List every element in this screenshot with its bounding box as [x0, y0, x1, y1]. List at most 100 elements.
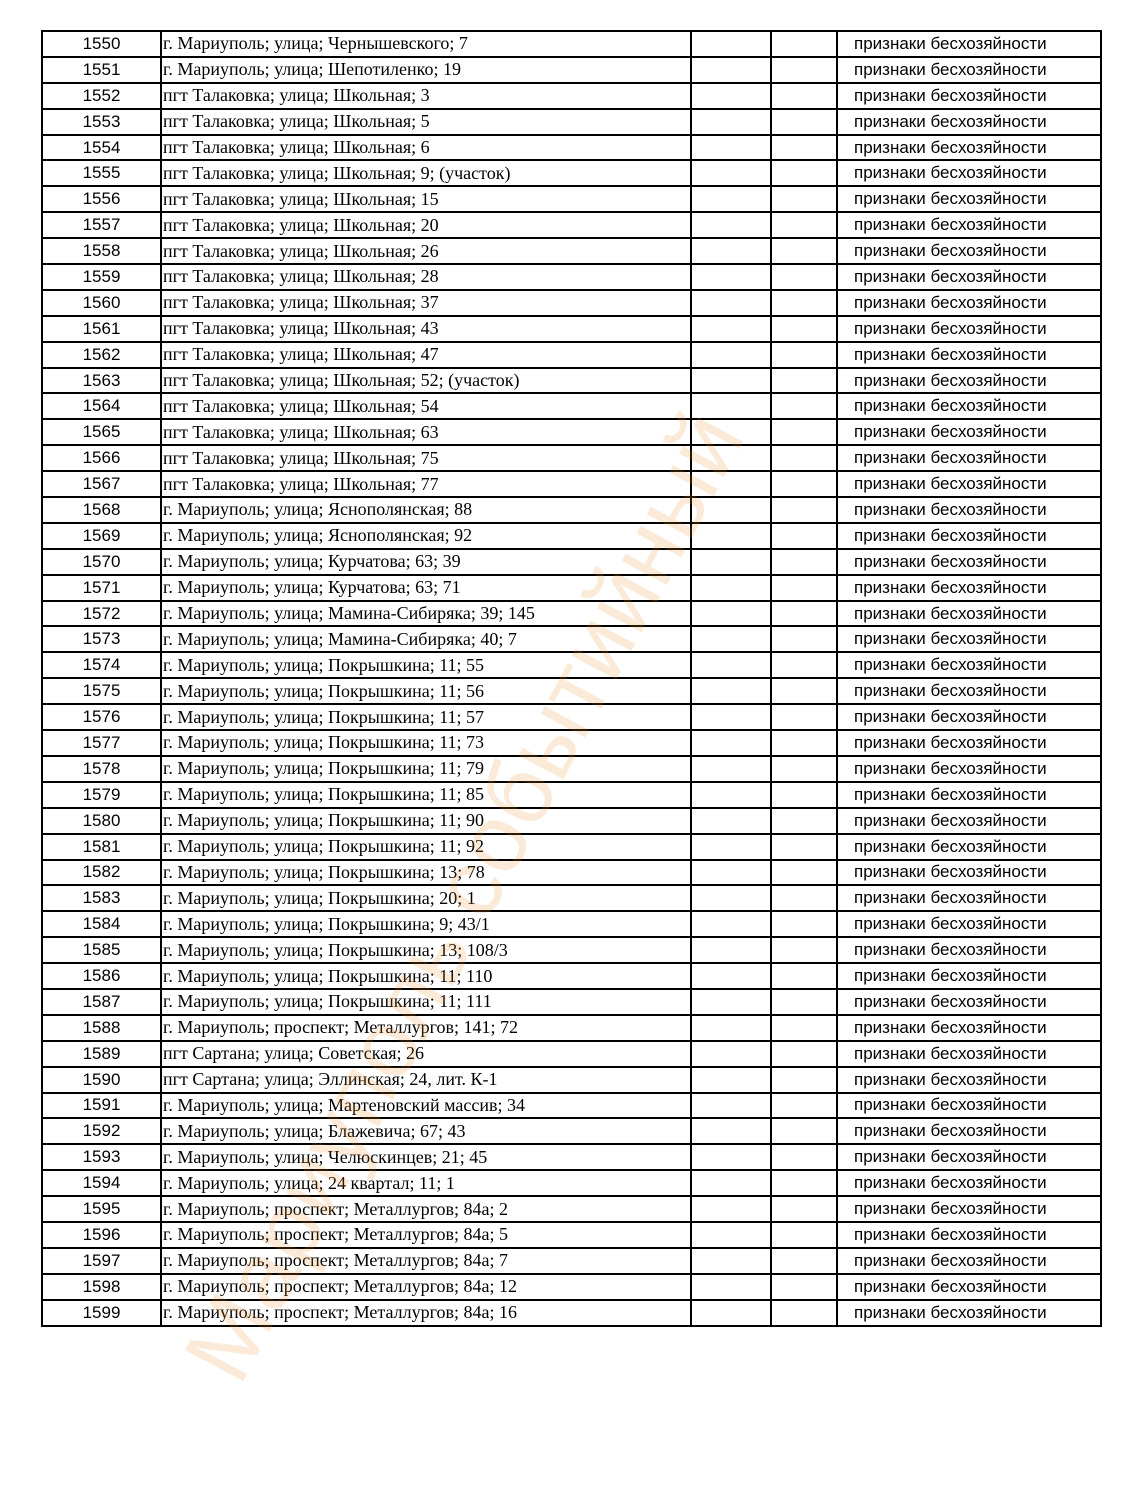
row-status: признаки бесхозяйности [836, 936, 1102, 965]
row-status: признаки бесхозяйности [836, 910, 1102, 939]
row-number: 1564 [41, 392, 162, 421]
row-address: пгт Талаковка; улица; Школьная; 15 [160, 185, 692, 214]
row-status: признаки бесхозяйности [836, 1013, 1102, 1042]
empty-cell [690, 237, 772, 266]
empty-cell [690, 1143, 772, 1172]
row-number: 1578 [41, 754, 162, 783]
row-address: г. Мариуполь; улица; Чернышевского; 7 [160, 30, 692, 58]
row-status: признаки бесхозяйности [836, 30, 1102, 58]
row-number: 1563 [41, 366, 162, 395]
table-row: 1566 пгт Талаковка; улица; Школьная; 75 пр… [41, 444, 1102, 473]
row-status: признаки бесхозяйности [836, 625, 1102, 654]
empty-cell [690, 470, 772, 499]
row-number: 1598 [41, 1272, 162, 1301]
row-address: г. Мариуполь; улица; Покрышкина; 20; 1 [160, 884, 692, 913]
empty-cell [770, 780, 838, 809]
empty-cell [690, 107, 772, 136]
row-number: 1573 [41, 625, 162, 654]
table-row: 1594 г. Мариуполь; улица; 24 квартал; 11;… [41, 1169, 1102, 1198]
row-number: 1594 [41, 1169, 162, 1198]
table-row: 1583 г. Мариуполь; улица; Покрышкина; 20;… [41, 884, 1102, 913]
empty-cell [770, 288, 838, 317]
empty-cell [690, 1065, 772, 1094]
row-address: пгт Сартана; улица; Советская; 26 [160, 1039, 692, 1068]
empty-cell [690, 806, 772, 835]
row-status: признаки бесхозяйности [836, 1143, 1102, 1172]
row-address: г. Мариуполь; улица; Курчатова; 63; 39 [160, 547, 692, 576]
row-status: признаки бесхозяйности [836, 1169, 1102, 1198]
row-address: г. Мариуполь; улица; Покрышкина; 13; 108… [160, 936, 692, 965]
row-address: пгт Талаковка; улица; Школьная; 3 [160, 81, 692, 110]
empty-cell [690, 651, 772, 680]
empty-cell [770, 1246, 838, 1275]
empty-cell [690, 1220, 772, 1249]
row-address: г. Мариуполь; улица; Мамина-Сибиряка; 39… [160, 599, 692, 628]
empty-cell [770, 962, 838, 990]
row-number: 1575 [41, 677, 162, 706]
table-row: 1555 пгт Талаковка; улица; Школьная; 9; (… [41, 159, 1102, 188]
empty-cell [770, 1195, 838, 1223]
empty-cell [690, 910, 772, 939]
empty-cell [690, 185, 772, 214]
empty-cell [690, 340, 772, 369]
row-status: признаки бесхозяйности [836, 1220, 1102, 1249]
empty-cell [770, 884, 838, 913]
empty-cell [690, 81, 772, 110]
empty-cell [770, 754, 838, 783]
row-status: признаки бесхозяйности [836, 211, 1102, 240]
row-status: признаки бесхозяйности [836, 470, 1102, 499]
empty-cell [690, 573, 772, 602]
table-row: 1568 г. Мариуполь; улица; Яснополянская; … [41, 496, 1102, 524]
empty-cell [770, 366, 838, 395]
empty-cell [690, 521, 772, 550]
table-row: 1591 г. Мариуполь; улица; Мартеновский ма… [41, 1091, 1102, 1120]
row-number: 1599 [41, 1298, 162, 1327]
row-address: г. Мариуполь; проспект; Металлургов; 84а… [160, 1195, 692, 1223]
row-status: признаки бесхозяйности [836, 340, 1102, 369]
empty-cell [770, 1039, 838, 1068]
row-number: 1561 [41, 314, 162, 343]
empty-cell [770, 677, 838, 706]
row-number: 1589 [41, 1039, 162, 1068]
empty-cell [770, 547, 838, 576]
row-address: г. Мариуполь; улица; Покрышкина; 11; 56 [160, 677, 692, 706]
empty-cell [770, 729, 838, 757]
row-number: 1590 [41, 1065, 162, 1094]
row-number: 1566 [41, 444, 162, 473]
table-row: 1573 г. Мариуполь; улица; Мамина-Сибиряка… [41, 625, 1102, 654]
table-row: 1567 пгт Талаковка; улица; Школьная; 77 пр… [41, 470, 1102, 499]
row-number: 1557 [41, 211, 162, 240]
row-address: г. Мариуполь; улица; Покрышкина; 9; 43/1 [160, 910, 692, 939]
row-address: г. Мариуполь; улица; Блажевича; 67; 43 [160, 1117, 692, 1146]
table-row: 1581 г. Мариуполь; улица; Покрышкина; 11;… [41, 832, 1102, 861]
table-row: 1586 г. Мариуполь; улица; Покрышкина; 11;… [41, 962, 1102, 990]
empty-cell [770, 1065, 838, 1094]
row-status: признаки бесхозяйности [836, 987, 1102, 1016]
row-address: пгт Талаковка; улица; Школьная; 5 [160, 107, 692, 136]
row-status: признаки бесхозяйности [836, 780, 1102, 809]
row-address: пгт Талаковка; улица; Школьная; 77 [160, 470, 692, 499]
row-address: пгт Талаковка; улица; Школьная; 26 [160, 237, 692, 266]
empty-cell [770, 936, 838, 965]
row-address: г. Мариуполь; улица; Яснополянская; 88 [160, 496, 692, 524]
row-number: 1581 [41, 832, 162, 861]
row-number: 1558 [41, 237, 162, 266]
row-address: г. Мариуполь; улица; Покрышкина; 11; 73 [160, 729, 692, 757]
row-number: 1550 [41, 30, 162, 58]
row-number: 1585 [41, 936, 162, 965]
table-row: 1578 г. Мариуполь; улица; Покрышкина; 11;… [41, 754, 1102, 783]
row-number: 1593 [41, 1143, 162, 1172]
empty-cell [690, 936, 772, 965]
table-row: 1593 г. Мариуполь; улица; Челюскинцев; 21… [41, 1143, 1102, 1172]
table-row: 1562 пгт Талаковка; улица; Школьная; 47 пр… [41, 340, 1102, 369]
row-status: признаки бесхозяйности [836, 1298, 1102, 1327]
row-status: признаки бесхозяйности [836, 1272, 1102, 1301]
row-address: г. Мариуполь; улица; Покрышкина; 11; 111 [160, 987, 692, 1016]
row-status: признаки бесхозяйности [836, 444, 1102, 473]
row-address: пгт Сартана; улица; Эллинская; 24, лит. … [160, 1065, 692, 1094]
row-status: признаки бесхозяйности [836, 185, 1102, 214]
row-address: г. Мариуполь; проспект; Металлургов; 84а… [160, 1220, 692, 1249]
row-status: признаки бесхозяйности [836, 107, 1102, 136]
table-row: 1556 пгт Талаковка; улица; Школьная; 15 пр… [41, 185, 1102, 214]
empty-cell [690, 780, 772, 809]
